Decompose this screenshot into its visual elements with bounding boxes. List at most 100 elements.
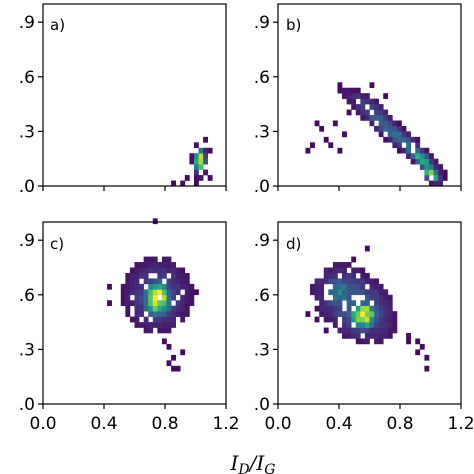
heatmap-cell [328, 267, 334, 274]
heatmap-cell [342, 316, 347, 323]
heatmap-cell [438, 164, 444, 170]
heatmap-cell [355, 311, 361, 317]
heatmap-cell [139, 262, 144, 268]
heatmap-cell [152, 256, 158, 263]
heatmap-cell [337, 147, 343, 154]
x-axis-label: ID/IG [230, 451, 276, 474]
y-tick-label: .9 [254, 231, 270, 251]
heatmap-cell [171, 294, 176, 301]
heatmap-cell [332, 278, 338, 285]
heatmap-cell [383, 136, 389, 143]
heatmap-cell [387, 322, 393, 328]
heatmap-cell [180, 272, 186, 279]
heatmap-cell [415, 349, 421, 356]
heatmap-cell [401, 147, 407, 154]
heatmap-cell [337, 82, 343, 89]
heatmap-cell [378, 305, 384, 312]
panel-label-a: a) [50, 16, 65, 34]
heatmap-cell [323, 327, 329, 334]
heatmap-cell [383, 322, 389, 328]
heatmap-cell [369, 115, 375, 121]
heatmap-cell [143, 278, 149, 285]
heatmap-cell [161, 267, 167, 274]
heatmap-cell [364, 93, 370, 99]
heatmap-cell [415, 136, 421, 143]
heatmap-cell [152, 300, 158, 307]
heatmap-cell [378, 322, 384, 328]
heatmap-cell [337, 267, 343, 274]
x-tick-label: 0.4 [90, 414, 117, 434]
heatmap-cell [125, 311, 131, 317]
heatmap-cell [152, 283, 158, 290]
heatmap-cell [364, 115, 370, 121]
heatmap-cell [332, 294, 338, 301]
heatmap-cell [319, 283, 325, 290]
heatmap-cell [161, 294, 167, 301]
heatmap-cell [180, 316, 186, 323]
panel-d: d) [277, 221, 462, 405]
heatmap-cell [198, 147, 204, 154]
heatmap-cell [424, 354, 430, 361]
heatmap-cell [424, 147, 430, 154]
heatmap-cell [166, 256, 172, 263]
heatmap-cell [107, 283, 112, 290]
heatmap-cell [383, 289, 389, 296]
heatmap-cell [120, 294, 126, 301]
heatmap-cell [143, 294, 149, 301]
heatmap-cell [355, 93, 361, 99]
heatmap-cell [328, 278, 334, 285]
heatmap-cell [157, 267, 163, 274]
heatmap-cell [125, 278, 131, 285]
heatmap-cell [374, 322, 379, 328]
heatmap-cells-b [305, 82, 448, 187]
heatmap-cell [342, 272, 347, 279]
heatmap-cell [161, 256, 167, 263]
heatmap-cell [378, 109, 384, 116]
heatmap-cell [351, 283, 357, 290]
heatmap-cell [166, 316, 172, 323]
heatmap-cell [332, 262, 338, 268]
heatmap-cell [157, 311, 163, 317]
heatmap-cell [129, 316, 135, 323]
heatmap-cell [332, 120, 338, 127]
heatmap-cell [171, 311, 176, 317]
heatmap-cell [337, 289, 343, 296]
heatmap-cell [193, 142, 199, 149]
heatmap-cell [332, 322, 338, 328]
heatmap-cell [378, 333, 384, 339]
heatmap-cell [139, 311, 144, 317]
heatmap-cell [171, 272, 176, 279]
y-tick-label: .0 [19, 177, 35, 197]
heatmap-cell [161, 305, 167, 312]
heatmap-cell [355, 87, 361, 94]
y-tick-label: .6 [254, 286, 270, 306]
heatmap-cell [355, 305, 361, 312]
heatmap-cell [175, 283, 181, 290]
heatmap-cell [189, 283, 195, 290]
heatmap-cell [143, 305, 149, 312]
heatmap-cell [346, 93, 352, 99]
heatmap-cell [346, 98, 352, 105]
heatmap-cell [184, 300, 190, 307]
heatmap-cells-c [107, 218, 199, 372]
heatmap-cell [332, 300, 338, 307]
heatmap-cell [332, 289, 338, 296]
heatmap-cell [383, 305, 389, 312]
heatmap-cell [369, 311, 375, 317]
heatmap-cell [387, 125, 393, 132]
heatmap-cell [415, 158, 421, 165]
heatmap-cell [355, 338, 361, 345]
heatmap-cell [107, 300, 112, 307]
heatmap-cell [134, 262, 140, 268]
heatmap-cell [198, 153, 204, 159]
heatmap-cell [166, 262, 172, 268]
heatmap-cell [323, 305, 329, 312]
heatmap-cell [148, 289, 154, 296]
heatmap-cell [369, 120, 375, 127]
heatmap-cell [360, 300, 366, 307]
heatmap-cell [332, 267, 338, 274]
heatmap-cell [129, 272, 135, 279]
heatmap-cell [387, 311, 393, 317]
heatmap-cell [180, 180, 186, 187]
heatmap-cell [337, 300, 343, 307]
